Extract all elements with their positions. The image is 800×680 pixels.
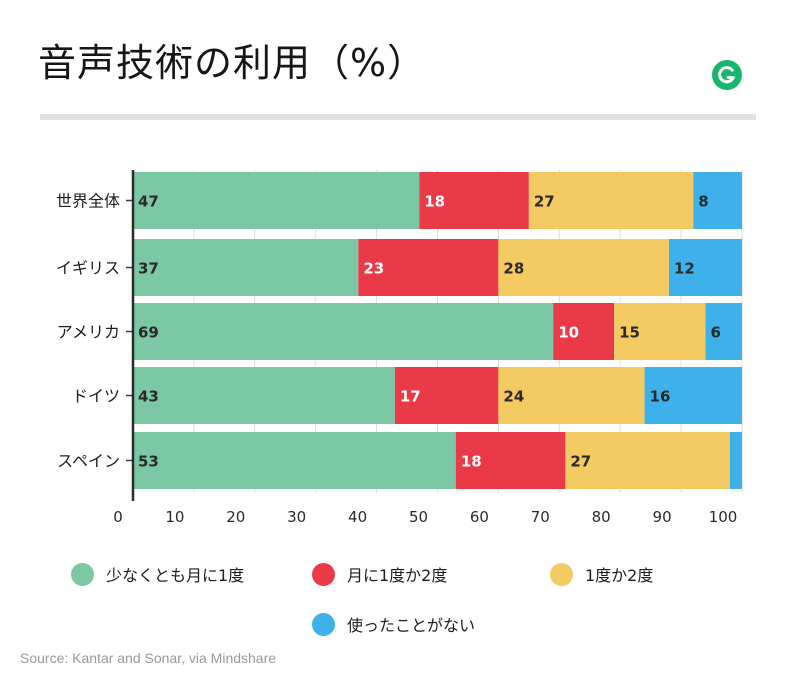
y-tick-label-2: イギリス	[56, 259, 120, 278]
bar-segment-4-4	[644, 367, 742, 424]
x-tick-label-90: 90	[653, 508, 672, 526]
data-label-1-4: 8	[698, 193, 708, 211]
bar-segment-1-4	[693, 172, 742, 229]
bar-segment-4-2	[394, 367, 499, 424]
data-label-2-3: 28	[503, 260, 524, 278]
bar-segment-5-2	[455, 432, 566, 489]
bar-segment-5-4	[729, 432, 742, 489]
source-note: Source: Kantar and Sonar, via Mindshare	[20, 650, 277, 666]
bar-segment-2-3	[498, 239, 669, 296]
data-label-3-4: 6	[710, 324, 720, 342]
title-divider	[40, 114, 756, 120]
data-label-1-3: 27	[534, 193, 555, 211]
data-label-2-2: 23	[363, 260, 384, 278]
data-label-4-3: 24	[503, 388, 524, 406]
y-tick-label-5: スペイン	[57, 452, 120, 471]
data-label-4-4: 16	[650, 388, 671, 406]
x-tick-label-70: 70	[531, 508, 550, 526]
bar-segment-1-1	[133, 172, 420, 229]
x-tick-label-20: 20	[226, 508, 245, 526]
y-tick-label-3: アメリカ	[57, 323, 120, 342]
data-label-3-1: 69	[138, 324, 159, 342]
bar-segment-5-3	[565, 432, 730, 489]
page-title: 音声技術の利用（%）	[38, 41, 427, 85]
bar-segment-2-4	[668, 239, 742, 296]
bar-segment-4-1	[133, 367, 395, 424]
x-tick-label-40: 40	[348, 508, 367, 526]
data-label-3-3: 15	[619, 324, 640, 342]
grammarly-g-icon[interactable]	[711, 59, 743, 91]
data-label-4-2: 17	[400, 388, 421, 406]
bar-segment-4-3	[498, 367, 645, 424]
bar-segment-3-4	[705, 303, 742, 360]
x-tick-label-10: 10	[165, 508, 184, 526]
data-label-2-1: 37	[138, 260, 159, 278]
y-tick-label-1: 世界全体	[56, 192, 120, 211]
bar-segment-3-1	[133, 303, 554, 360]
data-label-5-2: 18	[461, 453, 482, 471]
data-label-3-2: 10	[558, 324, 579, 342]
bar-segment-1-3	[528, 172, 694, 229]
bar-segment-3-3	[614, 303, 706, 360]
bar-segment-3-2	[553, 303, 615, 360]
data-label-1-1: 47	[138, 193, 159, 211]
x-tick-label-50: 50	[409, 508, 428, 526]
bar-segment-1-2	[419, 172, 529, 229]
data-label-5-1: 53	[138, 453, 159, 471]
x-tick-label-100: 100	[709, 508, 738, 526]
bar-segment-2-1	[133, 239, 359, 296]
data-label-5-3: 27	[570, 453, 591, 471]
bar-segment-2-2	[358, 239, 499, 296]
x-tick-label-60: 60	[470, 508, 489, 526]
data-label-1-2: 18	[424, 193, 445, 211]
bar-segment-5-1	[133, 432, 456, 489]
x-tick-label-30: 30	[287, 508, 306, 526]
data-label-4-1: 43	[138, 388, 159, 406]
data-label-2-4: 12	[674, 260, 695, 278]
x-tick-label-80: 80	[592, 508, 611, 526]
x-tick-label-0: 0	[113, 508, 123, 526]
y-tick-label-4: ドイツ	[72, 387, 120, 406]
